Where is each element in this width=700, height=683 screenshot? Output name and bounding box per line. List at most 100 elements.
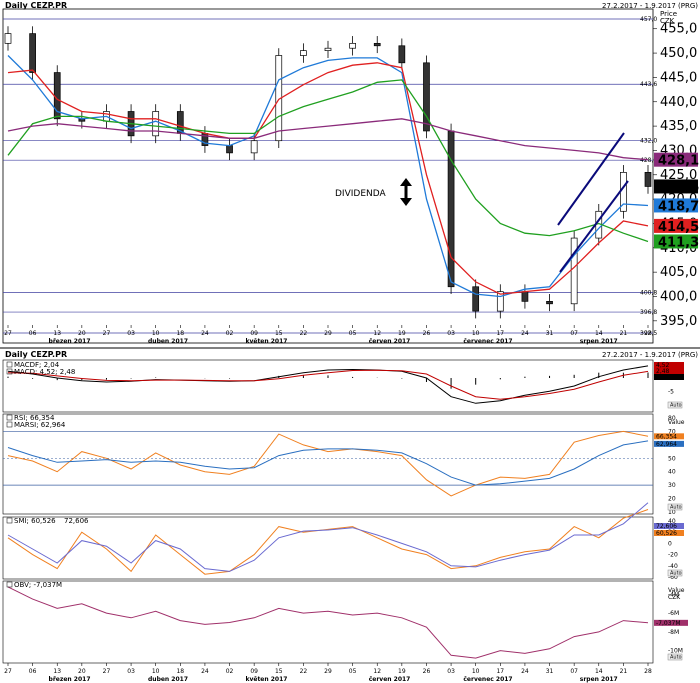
- obv-frame: [2, 580, 654, 664]
- smi-legend-a: SMI; 60,526: [14, 517, 56, 525]
- macd-tick-1: -5: [668, 388, 674, 395]
- smi-line-1: [7, 502, 649, 572]
- obv-tick-2: -4M: [668, 591, 679, 598]
- auto-button-0[interactable]: Auto: [667, 401, 683, 409]
- candle-14: [349, 36, 356, 56]
- lower-x-month-0: březen 2017: [49, 676, 91, 683]
- lower-x-day-2: 13: [53, 668, 61, 675]
- obv-tick-5: -10M: [668, 648, 683, 655]
- main-x-month-5: srpen 2017: [580, 338, 618, 345]
- lower-x-day-13: 29: [324, 668, 332, 675]
- price-tick-6: 425,0: [660, 168, 697, 183]
- lower-x-day-15: 12: [373, 668, 381, 675]
- lower-x-day-12: 22: [300, 668, 308, 675]
- price-badge-4: 411,3: [654, 234, 699, 250]
- main-x-day-9: 02: [226, 330, 234, 337]
- main-x-day-3: 20: [78, 330, 86, 337]
- main-x-day-10: 09: [250, 330, 258, 337]
- rsi-tick-5: 40: [668, 469, 676, 476]
- smi-legend: SMI; 60,526 72,606: [6, 517, 89, 525]
- svg-text:Auto: Auto: [670, 655, 682, 661]
- lower-x-day-14: 05: [349, 668, 357, 675]
- main-x-day-21: 24: [521, 330, 529, 337]
- main-x-day-25: 21: [620, 330, 628, 337]
- auto-button-2[interactable]: Auto: [667, 569, 683, 577]
- ma-line-3: [7, 79, 649, 243]
- price-tick-11: 400,0: [660, 289, 697, 304]
- h-level-label-5: 396,8: [640, 309, 657, 316]
- price-tick-3: 440,0: [660, 95, 697, 110]
- lower-x-day-20: 17: [496, 668, 504, 675]
- trend-line-lower: [559, 180, 629, 273]
- rsi-legend: RSI; 66,354 MARSI; 62,964: [6, 414, 66, 429]
- main-x-day-5: 03: [127, 330, 135, 337]
- smi-frame: [2, 516, 654, 580]
- candle-25: [620, 165, 627, 219]
- main-x-day-16: 19: [398, 330, 406, 337]
- lower-x-day-23: 07: [570, 668, 578, 675]
- svg-text:Auto: Auto: [670, 505, 682, 511]
- lower-x-day-10: 09: [250, 668, 258, 675]
- rsi-tick-2: 70: [668, 428, 676, 435]
- rsi-legend-a: RSI; 66,354: [14, 414, 55, 422]
- candle-20: [496, 284, 504, 319]
- rsi-tick-8: 10: [668, 509, 676, 516]
- candle-16: [398, 38, 406, 71]
- smi-badge-0: 72,606: [654, 523, 684, 530]
- lower-title: Daily CEZP.PR: [5, 350, 67, 359]
- auto-button-1[interactable]: Auto: [667, 503, 683, 511]
- svg-text:428,1: 428,1: [658, 154, 699, 169]
- rsi-frame: [2, 413, 654, 515]
- obv-badge: -7,037M: [654, 619, 688, 627]
- price-badge-3: 414,5: [654, 218, 699, 235]
- price-tick-0: 455,0: [660, 22, 697, 37]
- obv-legend-text: OBV; -7,037M: [14, 581, 62, 589]
- h-level-label-6: 392,5: [640, 330, 657, 337]
- lower-x-day-7: 18: [176, 668, 184, 675]
- main-x-day-7: 18: [176, 330, 184, 337]
- lower-x-day-11: 15: [275, 668, 283, 675]
- main-x-month-4: červenec 2017: [463, 338, 512, 345]
- auto-button-3[interactable]: Auto: [667, 653, 683, 661]
- svg-text:4,52: 4,52: [656, 362, 670, 369]
- price-badge-1: 422,6: [654, 179, 699, 195]
- lower-x-day-18: 03: [447, 668, 455, 675]
- main-x-day-0: 27: [4, 330, 12, 337]
- candle-0: [4, 26, 12, 51]
- main-x-day-26: 28: [644, 330, 652, 337]
- lower-x-day-19: 10: [472, 668, 480, 675]
- rsi-line-1: [7, 440, 649, 486]
- main-x-day-18: 03: [447, 330, 455, 337]
- lower-x-day-21: 24: [521, 668, 529, 675]
- h-level-label-0: 457,0: [640, 16, 657, 23]
- rsi-tick-6: 30: [668, 482, 676, 489]
- macd-badge-1: 2,48: [654, 368, 684, 375]
- obv-tick-1: CZK: [668, 594, 681, 601]
- price-tick-2: 445,0: [660, 70, 697, 85]
- lower-x-day-22: 31: [546, 668, 554, 675]
- macd-line-0: [7, 365, 649, 404]
- lower-x-day-9: 02: [226, 668, 234, 675]
- macd-legend-a: MACDF; 2,04: [14, 361, 60, 369]
- rsi-tick-7: 20: [668, 496, 676, 503]
- main-x-day-20: 17: [496, 330, 504, 337]
- smi-badge-1: 60,526: [654, 530, 684, 537]
- trend-line-upper: [557, 132, 625, 226]
- macd-legend: MACDF; 2,04 MACD; 4,52; 2,48: [6, 361, 75, 376]
- lower-x-day-8: 24: [201, 668, 209, 675]
- currency-label: CZK: [660, 17, 675, 25]
- price-tick-4: 435,0: [660, 119, 697, 134]
- svg-text:62,964: 62,964: [656, 441, 677, 448]
- candle-19: [472, 279, 480, 319]
- main-x-day-12: 22: [300, 330, 308, 337]
- svg-text:72,606: 72,606: [656, 523, 677, 530]
- svg-text:418,7: 418,7: [658, 199, 699, 214]
- macd-badge-2: 2,04: [654, 374, 684, 381]
- smi-tick-3: -20: [668, 552, 678, 559]
- rsi-tick-1: 80: [668, 415, 676, 422]
- candle-12: [300, 43, 307, 63]
- rsi-badge-1: 62,964: [654, 440, 684, 448]
- rsi-tick-4: 50: [668, 455, 676, 462]
